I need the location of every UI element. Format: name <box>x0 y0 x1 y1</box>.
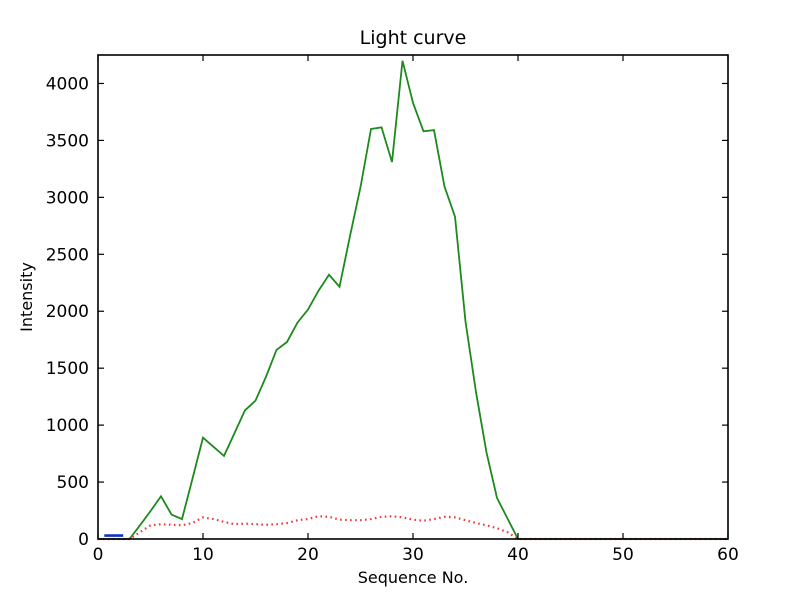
x-tick-label: 20 <box>297 545 319 565</box>
axes-background <box>98 55 728 539</box>
y-axis-ticks: 0 500 1000 1500 2000 2500 3000 3500 4000 <box>46 74 728 550</box>
y-tick-label: 2500 <box>46 245 89 265</box>
x-tick-label: 60 <box>717 545 739 565</box>
y-tick-label: 1500 <box>46 359 89 379</box>
y-tick-label: 4000 <box>46 74 89 94</box>
plot-area: 0 10 20 30 40 50 60 0 500 1000 1500 2000 2500 3000 35… <box>46 54 739 565</box>
y-tick-label: 0 <box>78 530 89 550</box>
y-tick-label: 500 <box>57 473 89 493</box>
series-red-background <box>98 515 728 541</box>
y-tick-label: 3500 <box>46 131 89 151</box>
y-tick-label: 2000 <box>46 302 89 322</box>
x-tick-label: 30 <box>402 545 424 565</box>
y-tick-label: 3000 <box>46 188 89 208</box>
x-axis-label: Sequence No. <box>358 568 469 587</box>
chart-title: Light curve <box>360 27 467 49</box>
x-tick-label: 0 <box>93 545 104 565</box>
y-axis-label: Intensity <box>17 262 36 332</box>
x-tick-label: 40 <box>507 545 529 565</box>
x-tick-label: 10 <box>192 545 214 565</box>
x-axis-ticks: 0 10 20 30 40 50 60 <box>93 55 739 565</box>
y-tick-label: 1000 <box>46 416 89 436</box>
x-tick-label: 50 <box>612 545 634 565</box>
